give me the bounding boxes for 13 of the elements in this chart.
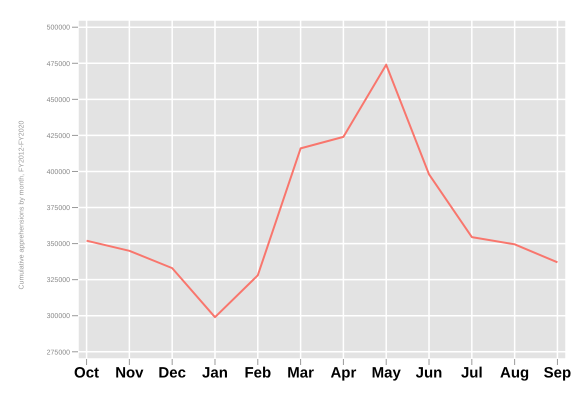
x-tick-label: Nov — [115, 364, 144, 382]
x-tick-label: Sep — [544, 364, 572, 382]
x-tick-label: May — [372, 364, 402, 382]
x-tick-label: Jan — [202, 364, 228, 382]
x-tick-label: Mar — [287, 364, 314, 382]
x-tick-label: Oct — [74, 364, 100, 382]
x-tick-label: Dec — [158, 364, 186, 382]
x-tick-label: Jun — [416, 364, 442, 382]
x-tick-label: Apr — [330, 364, 356, 382]
line-series — [86, 64, 558, 318]
x-tick-label: Feb — [244, 364, 272, 382]
x-tick-label: Jul — [460, 364, 483, 382]
x-tick-label: Aug — [500, 364, 530, 382]
